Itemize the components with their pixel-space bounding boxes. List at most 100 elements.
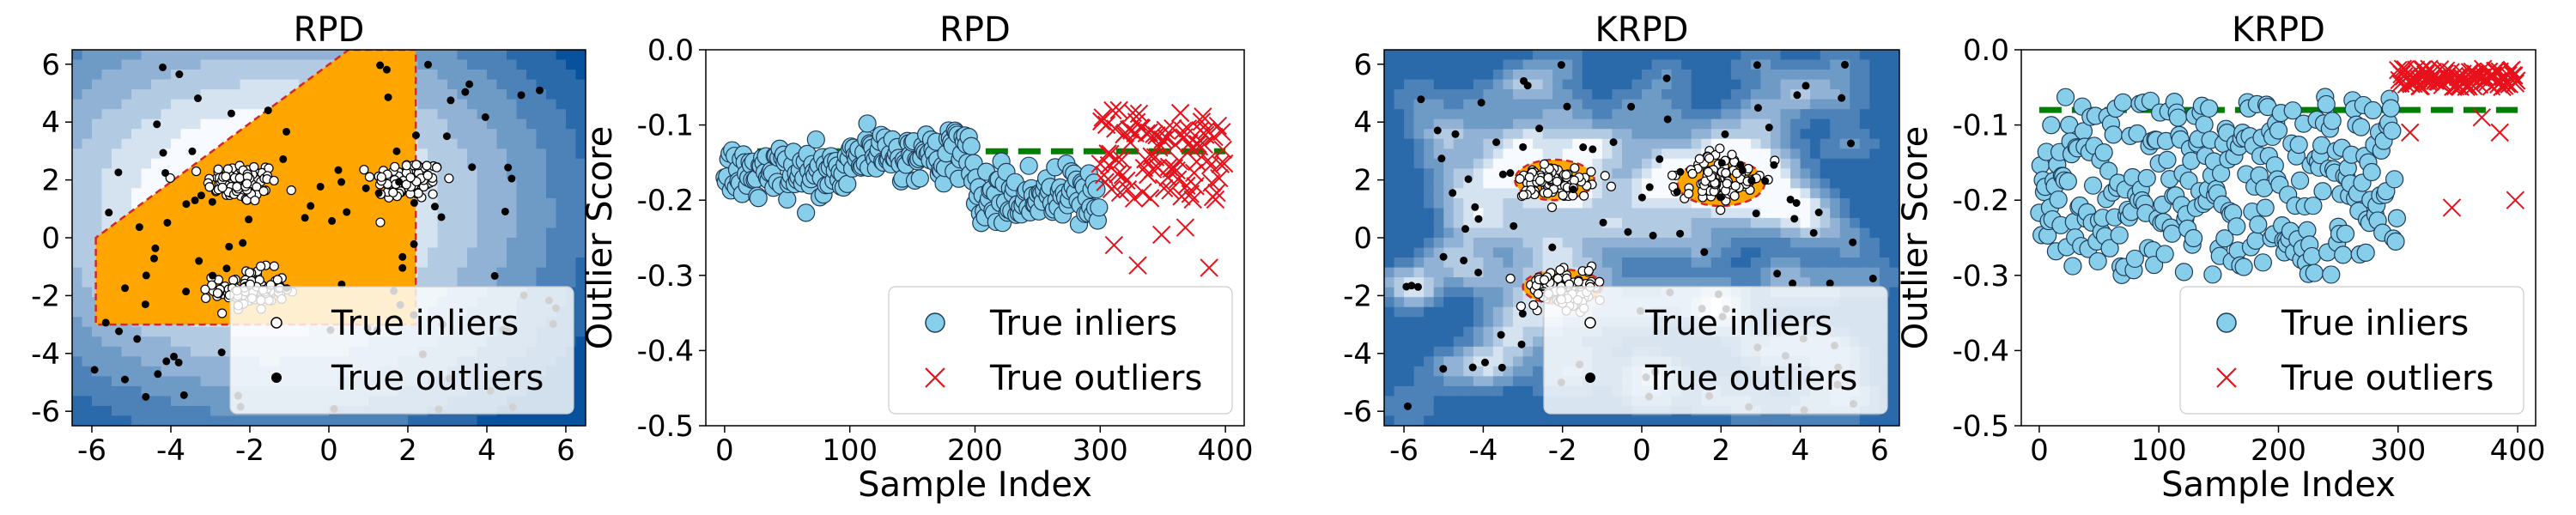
contour-cell [1463,396,1474,407]
contour-cell [1889,405,1899,417]
contour-cell [1424,366,1435,378]
contour-cell [566,277,577,288]
contour-cell [575,99,586,110]
contour-cell [1701,208,1712,219]
contour-cell [1750,70,1762,81]
contour-cell [1760,415,1771,426]
contour-cell [546,70,557,81]
contour-cell [1394,405,1405,417]
contour-cell [1662,89,1673,100]
contour-cell [141,118,152,130]
contour-cell [1830,227,1841,239]
contour-cell [101,376,112,387]
contour-cell [191,415,202,426]
contour-cell [1662,99,1673,110]
outlier-point [154,370,162,379]
contour-cell [1443,396,1455,407]
contour-cell [536,247,547,258]
contour-cell [1721,109,1732,120]
contour-cell [141,138,152,150]
contour-cell [1533,79,1544,90]
contour-cell [180,415,191,426]
contour-cell [1631,247,1643,258]
contour-cell [1492,59,1504,70]
contour-cell [289,59,301,70]
contour-cell [487,148,498,160]
contour-cell [1662,258,1673,269]
contour-cell [526,247,538,258]
contour-cell [82,118,93,130]
contour-cell [1780,59,1791,70]
contour-cell [1830,208,1841,219]
contour-cell [417,217,428,229]
contour-cell [72,247,83,258]
contour-cell [575,208,586,219]
contour-cell [1453,405,1465,417]
contour-cell [1433,326,1445,338]
contour-cell [1710,99,1722,110]
contour-cell [526,178,538,190]
contour-cell [240,99,251,110]
contour-cell [417,89,428,100]
contour-cell [1830,99,1841,110]
contour-cell [1850,247,1861,258]
contour-cell [1453,99,1465,110]
contour-cell [477,178,488,190]
contour-cell [1631,70,1643,81]
contour-cell [536,238,547,249]
contour-cell [556,99,567,110]
contour-cell [1473,70,1485,81]
contour-cell [1404,188,1415,199]
contour-cell [1839,79,1851,90]
contour-cell [1780,70,1791,81]
contour-cell [496,178,507,190]
contour-cell [1612,277,1623,288]
contour-cell [1800,89,1811,100]
contour-cell [1513,366,1524,378]
contour-cell [171,336,182,348]
contour-cell [210,89,222,100]
contour-cell [82,366,93,378]
contour-cell [1424,277,1435,288]
contour-cell [1760,109,1771,120]
contour-cell [1859,217,1871,229]
contour-cell [1572,247,1583,258]
contour-cell [1492,129,1504,140]
contour-cell [1691,89,1703,100]
contour-cell [112,59,123,70]
contour-cell [92,118,103,130]
contour-cell [1552,89,1564,100]
contour-cell [240,79,251,90]
contour-cell [1572,70,1583,81]
contour-cell [516,168,527,179]
contour-cell [72,158,83,170]
contour-cell [1869,217,1880,229]
contour-cell [437,258,448,269]
contour-cell [1483,109,1494,120]
contour-cell [417,267,428,278]
contour-cell [457,148,468,160]
contour-cell [1592,79,1603,90]
inlier-point [388,187,398,197]
contour-cell [1463,277,1474,288]
contour-cell [1642,247,1653,258]
contour-cell [1662,158,1673,170]
contour-cell [72,168,83,179]
contour-cell [1662,50,1673,61]
contour-cell [121,50,132,61]
contour-cell [1413,258,1425,269]
contour-cell [1889,70,1899,81]
contour-cell [1850,258,1861,269]
contour-cell [180,89,191,100]
contour-cell [82,50,93,61]
contour-cell [516,238,527,249]
outlier-point [1094,166,1114,185]
contour-cell [467,138,478,150]
contour-cell [1741,217,1752,229]
contour-cell [1394,317,1405,328]
contour-cell [82,79,93,90]
contour-cell [171,415,182,426]
contour-cell [1681,118,1692,130]
contour-cell [1721,415,1732,426]
contour-cell [516,109,527,120]
